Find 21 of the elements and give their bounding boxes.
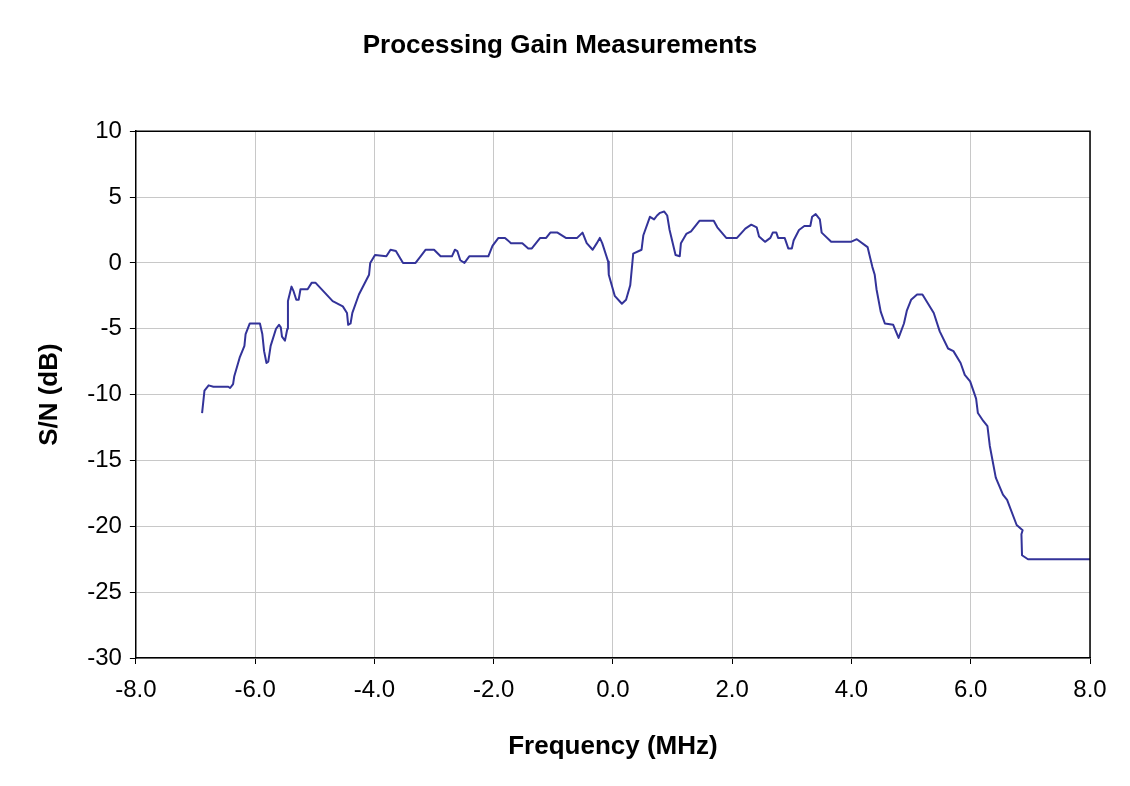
y-tick-label: 10 xyxy=(95,115,122,143)
y-tick-label: -30 xyxy=(87,642,122,670)
y-tick-label: -5 xyxy=(100,313,122,341)
y-tick-label: -15 xyxy=(87,445,122,473)
x-tick-label: 6.0 xyxy=(954,675,988,703)
y-tick-label: -25 xyxy=(87,576,122,604)
x-axis-title: Frequency (MHz) xyxy=(508,729,718,760)
y-tick-label: -10 xyxy=(87,379,122,407)
x-tick-label: 4.0 xyxy=(834,675,869,703)
y-tick-label: -20 xyxy=(87,510,122,538)
x-tick-label: 8.0 xyxy=(1073,675,1107,703)
y-axis-title: S/N (dB) xyxy=(32,343,63,446)
x-tick-label: -6.0 xyxy=(234,675,276,703)
y-tick-label: 5 xyxy=(108,181,122,209)
x-tick-label: 0.0 xyxy=(596,675,630,703)
x-tick-label: -8.0 xyxy=(115,675,157,703)
x-tick-label: -4.0 xyxy=(353,675,396,703)
x-tick-label: -2.0 xyxy=(473,675,515,703)
chart-title: Processing Gain Measurements xyxy=(362,28,758,59)
x-tick-label: 2.0 xyxy=(715,675,749,703)
y-tick-label: 0 xyxy=(108,247,122,275)
